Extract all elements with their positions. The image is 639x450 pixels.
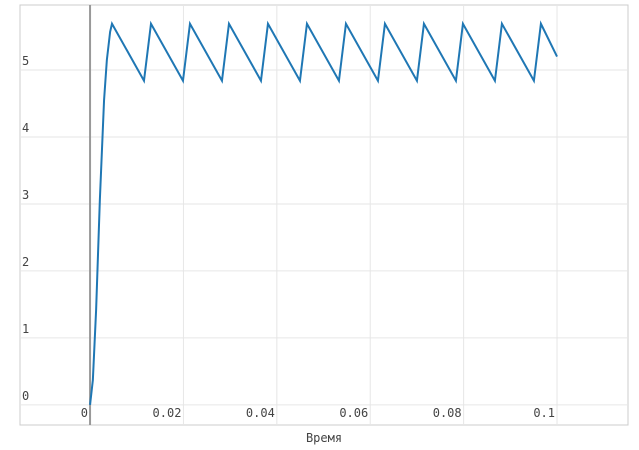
x-tick-label: 0.02 bbox=[153, 406, 182, 420]
y-tick-label: 4 bbox=[22, 121, 29, 135]
x-axis-title: Время bbox=[306, 431, 342, 445]
y-tick-label: 1 bbox=[22, 322, 29, 336]
x-tick-label: 0.1 bbox=[533, 406, 555, 420]
y-tick-label: 5 bbox=[22, 54, 29, 68]
plot-frame bbox=[19, 4, 629, 426]
y-tick-label: 0 bbox=[22, 389, 29, 403]
y-tick-label: 2 bbox=[22, 255, 29, 269]
x-tick-label: 0 bbox=[81, 406, 88, 420]
x-tick-label: 0.06 bbox=[339, 406, 368, 420]
data-line bbox=[89, 20, 558, 406]
y-tick-label: 3 bbox=[22, 188, 29, 202]
x-tick-label: 0.08 bbox=[433, 406, 462, 420]
x-tick-label: 0.04 bbox=[246, 406, 275, 420]
